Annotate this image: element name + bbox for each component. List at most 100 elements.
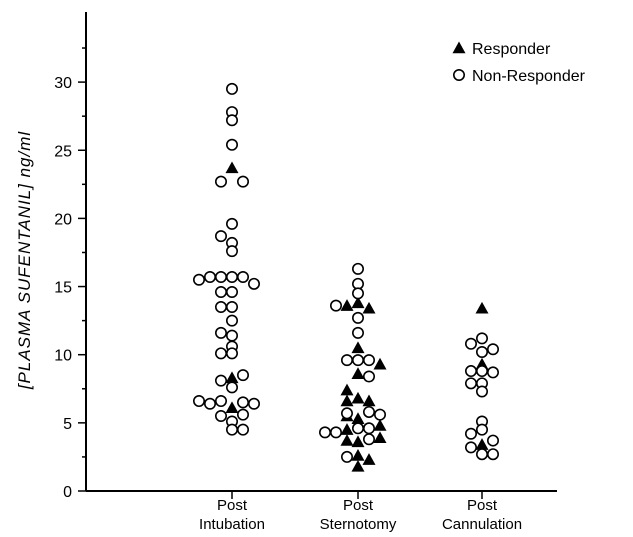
non-responder-point [226,423,239,436]
responder-point [351,367,365,379]
responder-point [340,434,354,446]
non-responder-point [362,422,375,435]
non-responder-point [464,365,477,378]
non-responder-point [237,369,250,382]
non-responder-point [329,426,342,439]
non-responder-point [351,287,364,300]
non-responder-point [464,377,477,390]
non-responder-point [237,271,250,284]
non-responder-point [351,422,364,435]
legend-entry-label: Responder [472,41,551,58]
responder-point [340,299,354,311]
x-category-label: Post [343,497,374,514]
non-responder-point [318,426,331,439]
non-responder-point [475,345,488,358]
responder-point [351,341,365,354]
responder-point [340,423,354,435]
non-responder-point [340,354,353,367]
non-responder-point [362,370,375,383]
non-responder-point [362,354,375,367]
non-responder-point [362,433,375,446]
non-responder-point [351,262,364,275]
non-responder-point [226,329,239,342]
y-tick-label: 30 [54,75,72,92]
non-responder-point [204,397,217,410]
x-category-label: Sternotomy [320,516,397,533]
responder-point [362,394,376,407]
x-axis-categories: Post Intubation Post Sternotomy Post Cannulat… [199,491,522,533]
non-responder-point [486,366,499,379]
non-responder-point [486,434,499,447]
responder-point [475,301,489,314]
x-category-label: Post [217,497,248,514]
non-responder-point [486,448,499,461]
responder-point [225,401,239,414]
y-axis-label: [PLASMA SUFENTANIL] ng/ml [15,131,34,391]
non-responder-point [351,354,364,367]
y-tick-label: 15 [54,280,72,297]
non-responder-point [226,286,239,299]
x-category-label: Post [467,497,498,514]
non-responder-point [226,217,239,230]
legend-responder-marker [452,41,466,54]
non-responder-point [204,271,217,284]
non-responder-point [362,405,375,418]
responder-point [351,449,365,461]
non-responder-point [464,337,477,350]
x-category-label: Cannulation [442,516,522,533]
non-responder-point [226,314,239,327]
non-responder-point [215,271,228,284]
y-tick-label: 10 [54,348,72,365]
legend: Responder Non-Responder [452,41,586,85]
non-responder-point [193,395,206,408]
responder-point [373,419,387,431]
non-responder-point [215,374,228,387]
non-responder-point [340,450,353,463]
non-responder-point [475,365,488,378]
legend-non-responder-marker [452,69,465,82]
non-responder-point [226,347,239,360]
responder-point [362,453,376,465]
responder-point [373,431,387,444]
non-responder-point [329,299,342,312]
non-responder-point [475,423,488,436]
responder-point [351,412,365,424]
non-responder-point [193,273,206,286]
non-responder-point [215,326,228,339]
responder-point [225,371,239,384]
responder-point [225,161,239,174]
y-tick-label: 25 [54,143,72,160]
non-responder-point [215,286,228,299]
y-tick-label: 5 [63,416,72,433]
non-responder-point [226,300,239,313]
data-points [193,82,499,472]
responder-point [475,438,489,450]
responder-point [351,435,365,448]
non-responder-point [237,396,250,409]
non-responder-point [237,408,250,421]
non-responder-point [226,82,239,95]
x-category-label: Intubation [199,516,265,533]
responder-point [351,391,365,404]
non-responder-point [340,407,353,420]
y-axis-ticks: 0 5 10 15 20 25 30 [54,47,86,501]
non-responder-point [464,427,477,440]
non-responder-point [475,448,488,461]
non-responder-point [373,408,386,421]
non-responder-point [226,245,239,258]
non-responder-point [237,175,250,188]
non-responder-point [215,410,228,423]
responder-point [362,301,376,314]
non-responder-point [226,138,239,151]
non-responder-point [248,397,261,410]
y-tick-label: 20 [54,211,72,228]
y-tick-label: 0 [63,484,72,501]
responder-point [351,459,365,472]
non-responder-point [464,441,477,454]
non-responder-point [226,381,239,394]
non-responder-point [226,114,239,127]
non-responder-point [486,343,499,356]
non-responder-point [475,385,488,398]
non-responder-point [351,311,364,324]
non-responder-point [351,326,364,339]
